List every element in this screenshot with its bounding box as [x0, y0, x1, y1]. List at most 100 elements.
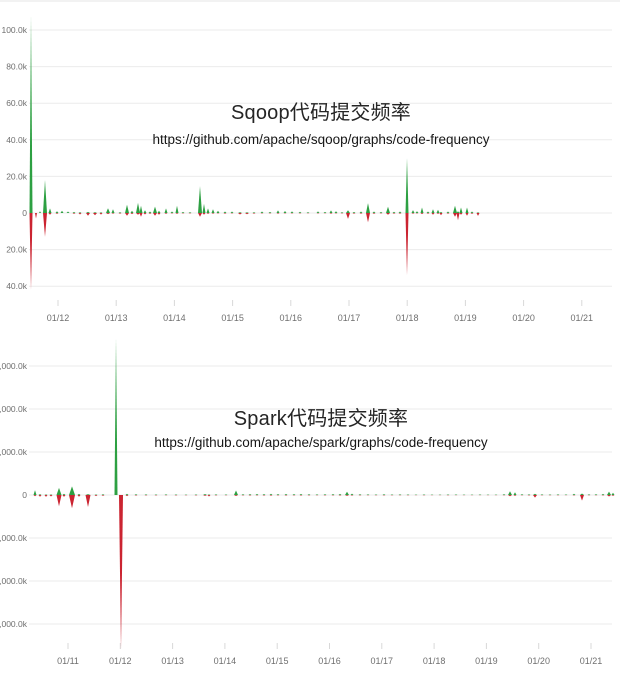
additions-spike: [299, 493, 303, 495]
additions-spike: [184, 494, 188, 495]
additions-spike: [283, 211, 287, 213]
additions-spike: [513, 492, 517, 495]
additions-spike: [284, 493, 288, 495]
deletions-spike: [94, 495, 98, 497]
deletions-spike: [398, 213, 402, 214]
additions-spike: [292, 494, 296, 495]
additions-spike: [29, 15, 33, 214]
additions-spike: [316, 211, 320, 213]
additions-spike: [386, 206, 390, 213]
y-axis-label: 100.0k: [1, 25, 27, 35]
deletions-spike: [420, 213, 424, 215]
additions-spike: [136, 202, 140, 213]
x-axis-label: 01/17: [371, 656, 394, 666]
deletions-spike: [69, 495, 75, 509]
additions-spike: [181, 211, 185, 213]
deletions-spike: [78, 213, 82, 215]
additions-spike: [153, 206, 157, 213]
additions-spike: [436, 209, 440, 213]
deletions-spike: [607, 495, 611, 497]
additions-spike: [38, 494, 42, 495]
additions-spike: [478, 494, 482, 495]
additions-spike: [607, 491, 611, 495]
deletions-spike: [386, 213, 390, 215]
deletions-spike: [44, 495, 48, 497]
additions-spike: [139, 205, 143, 213]
additions-spike: [470, 494, 474, 495]
additions-spike: [43, 180, 47, 213]
additions-spike: [540, 494, 544, 495]
additions-spike: [346, 210, 350, 213]
deletions-spike: [125, 495, 129, 497]
additions-spike: [587, 494, 591, 495]
additions-spike: [323, 494, 327, 495]
additions-spike: [262, 494, 266, 495]
deletions-spike: [175, 213, 179, 214]
deletions-spike: [157, 213, 161, 215]
additions-spike: [224, 494, 228, 495]
additions-spike: [422, 494, 426, 495]
deletions-spike: [216, 213, 220, 214]
deletions-spike: [234, 495, 238, 496]
additions-spike: [86, 211, 90, 213]
deletions-spike: [136, 213, 140, 215]
additions-spike: [78, 212, 82, 213]
deletions-spike: [62, 495, 66, 497]
additions-spike: [580, 493, 584, 495]
additions-spike: [66, 211, 70, 213]
deletions-spike: [331, 495, 335, 496]
additions-spike: [44, 494, 48, 495]
additions-spike: [548, 494, 552, 495]
deletions-spike: [130, 213, 134, 215]
additions-spike: [154, 494, 158, 495]
additions-spike: [331, 494, 335, 495]
deletions-spike: [188, 213, 192, 214]
deletions-spike: [198, 213, 202, 217]
additions-spike: [414, 494, 418, 495]
deletions-spike: [119, 495, 123, 650]
x-axis-label: 01/12: [47, 313, 70, 323]
deletions-spike: [456, 213, 460, 221]
additions-spike: [508, 491, 512, 495]
additions-spike: [118, 212, 122, 213]
additions-spike: [601, 493, 605, 495]
deletions-spike: [72, 213, 76, 214]
deletions-spike: [513, 495, 517, 496]
additions-spike: [175, 205, 179, 213]
additions-spike: [382, 494, 386, 495]
additions-spike: [594, 494, 598, 495]
additions-spike: [85, 494, 91, 495]
deletions-spike: [329, 213, 333, 214]
additions-spike: [211, 209, 215, 213]
additions-spike: [334, 211, 338, 213]
deletions-spike: [276, 495, 280, 496]
additions-spike: [420, 207, 424, 213]
deletions-spike: [223, 213, 227, 214]
window-top-edge: [0, 0, 620, 2]
deletions-spike: [144, 495, 148, 496]
additions-spike: [164, 208, 168, 213]
additions-spike: [234, 490, 238, 495]
deletions-spike: [431, 213, 435, 215]
deletions-spike: [382, 495, 386, 496]
deletions-spike: [508, 495, 512, 497]
sqoop-chart-canvas: 100.0k 80.0k 60.0k 40.0k 20.0k 0 20.0k 40.0k 01/…: [1, 15, 612, 323]
additions-spike: [106, 208, 110, 213]
additions-spike: [374, 494, 378, 495]
additions-spike: [94, 494, 98, 495]
spark-chart-canvas: 6,000.0k 4,000.0k 2,000.0k 0 2,000.0k 4,000.0…: [0, 338, 615, 666]
deletions-spike: [181, 213, 185, 214]
additions-spike: [323, 211, 327, 213]
additions-spike: [352, 211, 356, 213]
additions-spike: [379, 211, 383, 213]
additions-spike: [55, 211, 59, 213]
additions-spike: [564, 494, 568, 495]
x-axis-label: 01/13: [161, 656, 184, 666]
additions-spike: [366, 494, 370, 495]
deletions-spike: [86, 213, 90, 216]
additions-spike: [125, 493, 129, 495]
x-axis: 01/11 01/12 01/13 01/14 01/15 01/16 01/17 01/18…: [57, 643, 602, 666]
deletions-spike: [601, 495, 605, 496]
deletions-spike: [194, 495, 198, 496]
additions-spike: [502, 494, 506, 495]
